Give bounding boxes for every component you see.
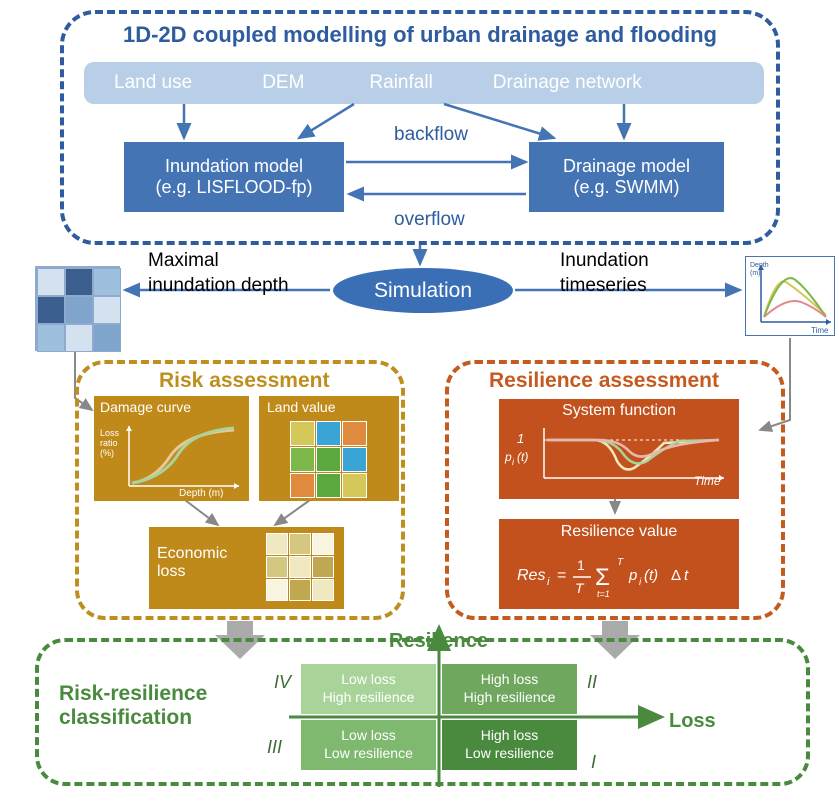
svg-text:p: p	[504, 450, 512, 464]
land-value-panel: Land value	[259, 396, 399, 501]
input-rainfall: Rainfall	[349, 72, 452, 94]
svg-text:Depth (m): Depth (m)	[179, 488, 223, 499]
modelling-box: 1D-2D coupled modelling of urban drainag…	[60, 10, 780, 245]
timeseries-chart-icon: Depth (m) Time	[745, 256, 835, 336]
quadrant-i: High loss Low resilience	[442, 720, 577, 770]
svg-text:(t): (t)	[644, 567, 658, 584]
svg-text:=: =	[557, 567, 566, 584]
quadrant-iii: Low loss Low resilience	[301, 720, 436, 770]
svg-text:1: 1	[517, 431, 524, 446]
timeseries-l2: timeseries	[560, 275, 647, 297]
sim-arrows	[0, 240, 839, 370]
svg-text:Res: Res	[517, 567, 545, 584]
resilience-formula: Res i = 1 T Σ T t=1 p i (t) Δ t	[499, 545, 739, 605]
quadrant-ii: High loss High resilience	[442, 664, 577, 714]
depth-grid-icon	[35, 266, 120, 351]
svg-text:i: i	[547, 576, 550, 588]
drainage-model-box: Drainage model (e.g. SWMM)	[529, 142, 724, 212]
backflow-label: backflow	[394, 124, 468, 146]
econ-title: Economic loss	[157, 545, 237, 581]
resilience-value-panel: Resilience value Res i = 1 T Σ T t=1 p i…	[499, 519, 739, 609]
svg-text:i: i	[639, 577, 642, 588]
inundation-model-box: Inundation model (e.g. LISFLOOD-fp)	[124, 142, 344, 212]
risk-title: Risk assessment	[159, 369, 329, 393]
svg-text:i: i	[512, 457, 515, 467]
svg-text:T: T	[617, 557, 624, 568]
svg-text:(t): (t)	[517, 450, 528, 464]
resilience-title: Resilience assessment	[489, 369, 719, 393]
input-landuse: Land use	[94, 72, 212, 94]
svg-text:t: t	[684, 567, 689, 584]
ts-x-label: Time	[811, 326, 829, 335]
svg-text:t=1: t=1	[597, 589, 610, 599]
modelling-title: 1D-2D coupled modelling of urban drainag…	[64, 22, 776, 48]
timeseries-l1: Inundation	[560, 250, 649, 272]
inundation-model-l2: (e.g. LISFLOOD-fp)	[132, 177, 336, 198]
quadrant-iv: Low loss High resilience	[301, 664, 436, 714]
svg-text:(m): (m)	[750, 270, 761, 277]
roman-iii: III	[267, 737, 282, 758]
resval-title: Resilience value	[499, 519, 739, 545]
drainage-model-l2: (e.g. SWMM)	[537, 177, 716, 198]
overflow-label: overflow	[394, 209, 465, 231]
risk-assessment-box: Risk assessment Damage curve Loss ratio …	[75, 360, 405, 620]
svg-text:ratio: ratio	[100, 438, 118, 448]
svg-text:Time: Time	[694, 474, 721, 488]
economic-loss-panel: Economic loss	[149, 527, 344, 609]
svg-text:Σ: Σ	[595, 564, 610, 591]
input-drainage: Drainage network	[473, 72, 662, 94]
svg-text:p: p	[628, 567, 637, 584]
max-depth-l2: inundation depth	[148, 275, 289, 297]
svg-text:1: 1	[577, 557, 585, 573]
drainage-model-l1: Drainage model	[537, 156, 716, 177]
input-dem: DEM	[242, 72, 324, 94]
damage-title: Damage curve	[94, 396, 249, 418]
svg-text:Loss: Loss	[100, 428, 120, 438]
sysfunc-title: System function	[499, 399, 739, 423]
classification-box: Risk-resilience classification Resilienc…	[35, 638, 810, 786]
resilience-assessment-box: Resilience assessment System function 1 …	[445, 360, 785, 620]
roman-iv: IV	[274, 672, 291, 693]
svg-text:Δ: Δ	[671, 567, 681, 584]
svg-text:(%): (%)	[100, 448, 114, 458]
inundation-model-l1: Inundation model	[132, 156, 336, 177]
landval-title: Land value	[259, 396, 399, 418]
inputs-bar: Land use DEM Rainfall Drainage network	[84, 62, 764, 104]
max-depth-l1: Maximal	[148, 250, 219, 272]
damage-curve-panel: Damage curve Loss ratio (%) Depth (m)	[94, 396, 249, 501]
svg-text:T: T	[575, 580, 585, 596]
system-function-panel: System function 1 p i (t) Time	[499, 399, 739, 499]
roman-ii: II	[587, 672, 597, 693]
classification-title: Risk-resilience classification	[59, 682, 229, 730]
roman-i: I	[591, 752, 596, 773]
